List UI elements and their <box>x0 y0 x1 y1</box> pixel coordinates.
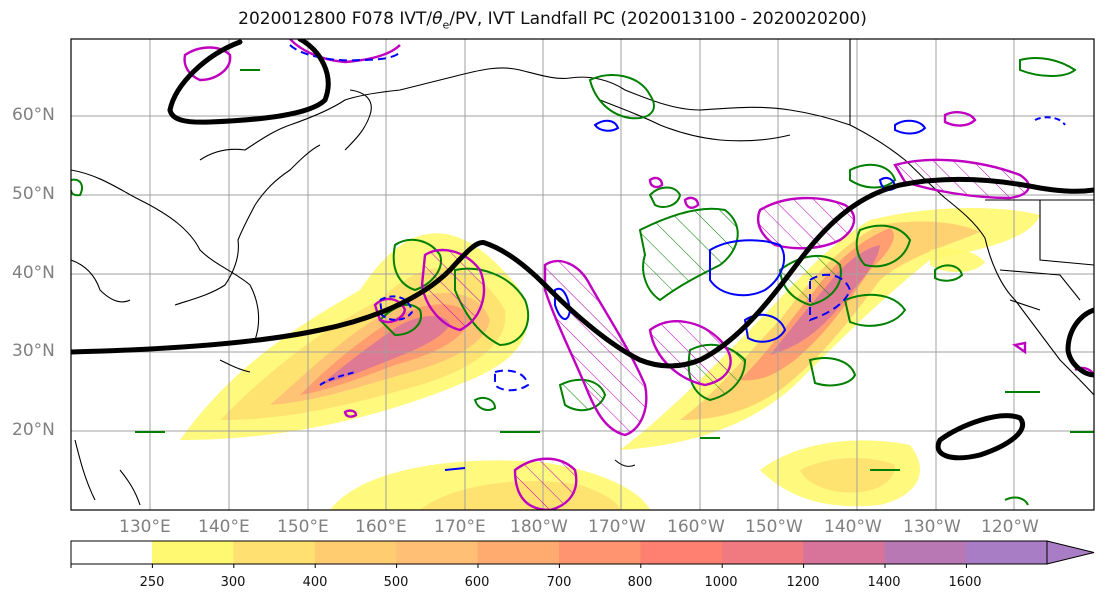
colorbar-bin <box>966 541 1048 564</box>
lon-label-140e: 140°E <box>198 517 250 537</box>
colorbar-label-500: 500 <box>383 575 409 590</box>
colorbar-label-600: 600 <box>464 575 490 590</box>
lon-label-170e: 170°E <box>434 517 486 537</box>
lon-label-150e: 150°E <box>277 517 329 537</box>
colorbar-label-700: 700 <box>546 575 572 590</box>
lon-label-130e: 130°E <box>119 517 171 537</box>
colorbar-label-1200: 1200 <box>786 575 820 590</box>
lon-label-160w: 160°W <box>667 517 725 537</box>
colorbar-label-400: 400 <box>302 575 328 590</box>
lon-label-120w: 120°W <box>981 517 1039 537</box>
colorbar-bin <box>640 541 723 564</box>
lat-label-40n: 40°N <box>12 263 55 283</box>
colorbar-bin <box>477 541 560 564</box>
figure-title: 2020012800 F078 IVT/θe/PV, IVT Landfall … <box>238 9 867 32</box>
lon-label-170w: 170°W <box>588 517 646 537</box>
lat-label-60n: 60°N <box>12 105 55 125</box>
colorbar-extend-arrow <box>1046 540 1095 565</box>
colorbar-bin <box>884 541 967 564</box>
colorbar <box>71 541 1048 564</box>
lon-label-140w: 140°W <box>824 517 882 537</box>
lon-label-150w: 150°W <box>745 517 803 537</box>
colorbar-label-300: 300 <box>220 575 246 590</box>
colorbar-label-1400: 1400 <box>867 575 901 590</box>
lon-label-180w: 180°W <box>510 517 568 537</box>
map-border <box>70 38 1095 511</box>
lat-label-30n: 30°N <box>12 341 55 361</box>
lat-label-50n: 50°N <box>12 184 55 204</box>
colorbar-under-bin <box>71 541 152 564</box>
colorbar-bin <box>721 541 804 564</box>
colorbar-label-1600: 1600 <box>948 575 982 590</box>
lon-label-130w: 130°W <box>903 517 961 537</box>
colorbar-label-800: 800 <box>627 575 653 590</box>
colorbar-bin <box>233 541 316 564</box>
colorbar-bin <box>396 541 479 564</box>
colorbar-bin <box>314 541 397 564</box>
colorbar-bin <box>559 541 641 564</box>
lat-label-20n: 20°N <box>12 420 55 440</box>
landfall-pc-line <box>71 39 1094 461</box>
colorbar-label-1000: 1000 <box>704 575 738 590</box>
colorbar-ticks <box>70 564 967 568</box>
colorbar-bin <box>803 541 886 564</box>
colorbar-label-250: 250 <box>139 575 165 590</box>
lon-label-160e: 160°E <box>355 517 407 537</box>
colorbar-bin <box>152 541 234 564</box>
coastlines <box>71 39 1094 506</box>
